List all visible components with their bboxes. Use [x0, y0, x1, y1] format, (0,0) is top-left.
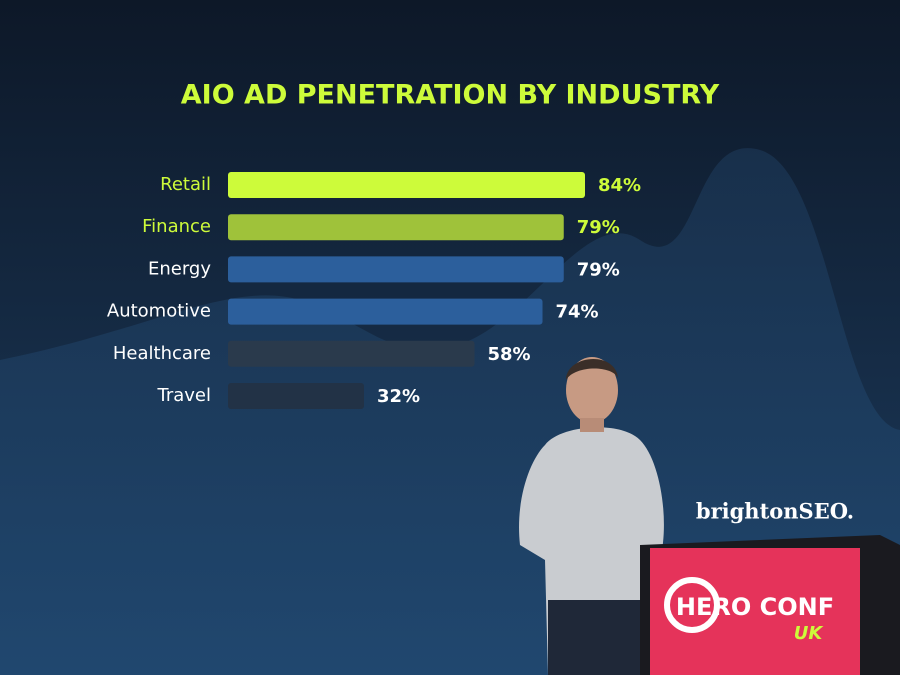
bar [228, 256, 564, 283]
bar [228, 172, 585, 198]
value-label: 74% [556, 302, 599, 323]
podium-subtitle: UK [794, 623, 825, 644]
background-wave [0, 148, 900, 675]
category-label: Finance [142, 216, 211, 237]
bar [228, 383, 364, 409]
podium: HERO CONF UK [640, 535, 900, 675]
podium-title: HERO CONF [676, 593, 834, 621]
category-label: Healthcare [113, 343, 211, 364]
category-label: Energy [148, 258, 211, 279]
value-label: 58% [488, 344, 531, 365]
category-label: Automotive [107, 301, 211, 322]
value-label: 79% [577, 217, 620, 238]
value-label: 32% [377, 386, 420, 407]
brand-logo: brightonSEO. [696, 499, 854, 524]
plot: Retail 84% Finance 79% Energy 79% Automotive 74… [107, 172, 641, 409]
bar [228, 214, 564, 241]
category-label: Travel [156, 385, 211, 406]
chart-title: AIO AD PENETRATION BY INDUSTRY [181, 80, 720, 111]
speaker [519, 357, 664, 675]
value-label: 79% [577, 259, 620, 280]
category-label: Retail [160, 174, 211, 195]
value-label: 84% [598, 175, 641, 196]
bar [228, 298, 543, 325]
bar [228, 340, 475, 367]
